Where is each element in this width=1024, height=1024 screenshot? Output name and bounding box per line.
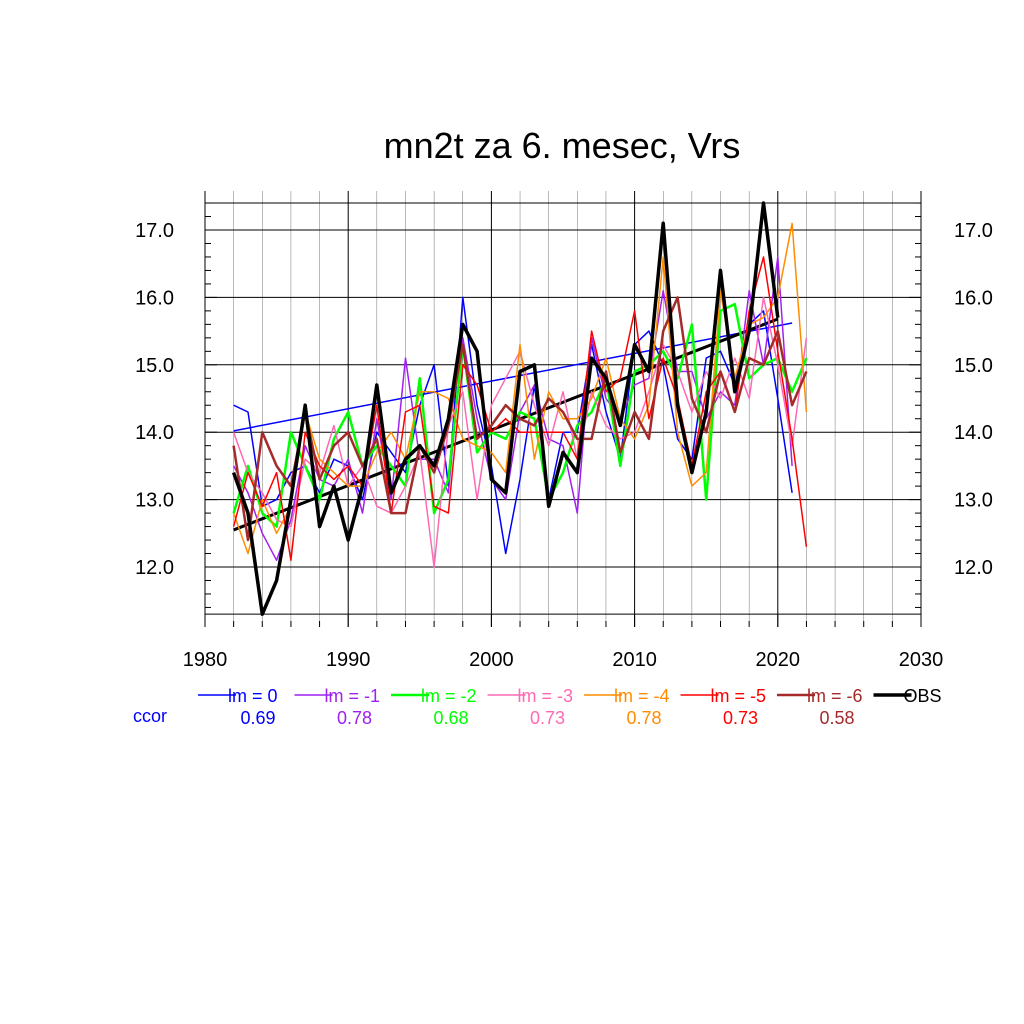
y-tick-label-left: 17.0 [135,220,174,242]
x-tick-label: 2010 [612,649,657,671]
series-line [232,296,808,542]
legend-ccor: 0.78 [337,708,372,728]
ccor-label: ccor [133,706,167,726]
y-tick-label-right: 16.0 [954,287,993,309]
legend-ccor: 0.73 [530,708,565,728]
x-tick-label: 2000 [469,649,514,671]
y-tick-label-right: 14.0 [954,422,993,444]
x-tick-label: 2020 [756,649,801,671]
legend-ccor: 0.69 [240,708,275,728]
y-tick-label-right: 17.0 [954,220,993,242]
x-tick-label: 1980 [183,649,228,671]
y-tick-label-right: 13.0 [954,490,993,512]
trend-line [233,322,793,432]
legend-label: lm = -5 [711,686,767,706]
x-tick-label: 1990 [326,649,371,671]
y-tick-label-left: 13.0 [135,490,174,512]
legend-label: lm = -2 [421,686,477,706]
series-lines [231,201,808,616]
trend-line [233,317,779,532]
series-line [232,256,808,562]
y-tick-label-left: 14.0 [135,422,174,444]
y-tick-label-left: 15.0 [135,355,174,377]
legend-ccor: 0.73 [723,708,758,728]
legend-label: lm = 0 [228,686,278,706]
legend-ccor: 0.78 [626,708,661,728]
trend-lines [233,317,793,532]
legend-label: lm = -4 [614,686,670,706]
series-line [231,201,780,616]
legend-label: lm = -6 [807,686,863,706]
legend-label: lm = -1 [325,686,381,706]
y-tick-label-right: 15.0 [954,355,993,377]
axes: 1980 1990 2000 2010 2020 2030 12.0 12.0 13.0 13.0… [135,191,993,671]
y-tick-label-left: 12.0 [135,557,174,579]
y-tick-label-left: 16.0 [135,287,174,309]
legend-label: lm = -3 [518,686,574,706]
y-tick-label-right: 12.0 [954,557,993,579]
grid [205,191,921,627]
series-line [232,256,793,562]
chart-title: mn2t za 6. mesec, Vrs [384,125,741,166]
legend-ccor: 0.58 [819,708,854,728]
legend-label: OBS [904,686,942,706]
legend-ccor: 0.68 [433,708,468,728]
x-tick-label: 2030 [899,649,944,671]
